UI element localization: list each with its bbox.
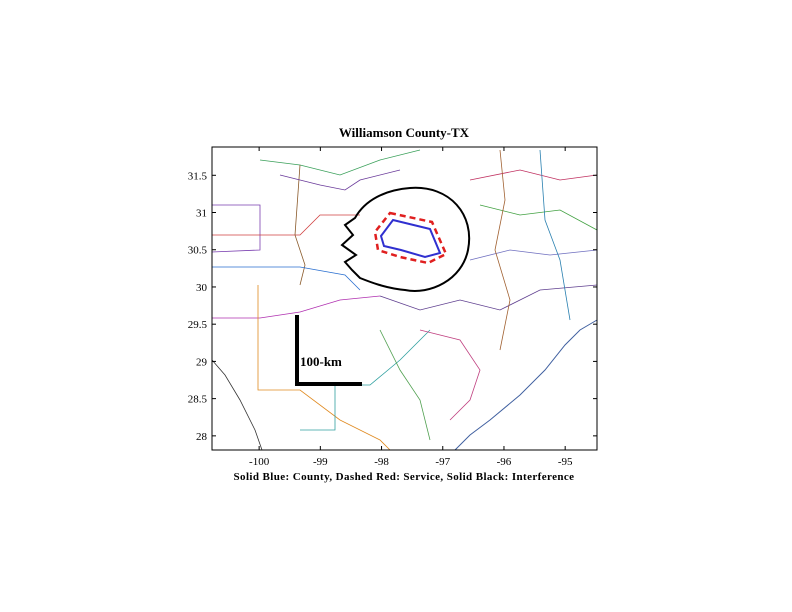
- border-line: [211, 359, 263, 451]
- y-tick-label: 28: [196, 431, 208, 443]
- county-outline: [379, 218, 442, 259]
- county-line: [419, 329, 481, 421]
- x-tick-label: -100: [249, 456, 270, 468]
- county-line: [211, 204, 261, 253]
- x-tick-label: -95: [558, 456, 573, 468]
- y-tick-label: 30: [196, 282, 208, 294]
- county-line: [379, 284, 598, 311]
- y-tick-label: 28.5: [188, 394, 208, 406]
- county-line: [212, 214, 360, 236]
- scale-label: 100-km: [300, 354, 342, 369]
- county-line: [259, 149, 421, 176]
- y-tick-label: 29: [196, 356, 208, 368]
- county-line: [294, 164, 306, 286]
- county-line: [469, 249, 598, 261]
- county-line: [212, 266, 361, 291]
- county-line: [539, 149, 571, 321]
- county-line: [212, 295, 381, 319]
- map-frame: [211, 146, 598, 451]
- county-line: [379, 329, 431, 441]
- coastline: [454, 319, 598, 451]
- map-caption: Solid Blue: County, Dashed Red: Service,…: [234, 471, 575, 483]
- y-tick-label: 30.5: [188, 245, 208, 257]
- x-tick-label: -99: [313, 456, 328, 468]
- map-title: Williamson County-TX: [339, 125, 470, 140]
- county-line: [300, 329, 431, 431]
- service-contour: [373, 211, 448, 265]
- county-line: [257, 285, 391, 451]
- x-tick-label: -97: [435, 456, 450, 468]
- y-tick-label: 31: [196, 208, 207, 220]
- x-tick-label: -96: [497, 456, 512, 468]
- county-line: [469, 169, 598, 181]
- x-tick-label: -98: [374, 456, 389, 468]
- interference-contour: [340, 186, 471, 292]
- county-line: [279, 169, 401, 191]
- county-line: [479, 204, 598, 231]
- scale-bar: [295, 315, 362, 386]
- county-boundaries: [211, 149, 598, 451]
- county-line: [494, 149, 511, 351]
- y-tick-label: 29.5: [188, 319, 208, 331]
- y-tick-label: 31.5: [188, 170, 208, 182]
